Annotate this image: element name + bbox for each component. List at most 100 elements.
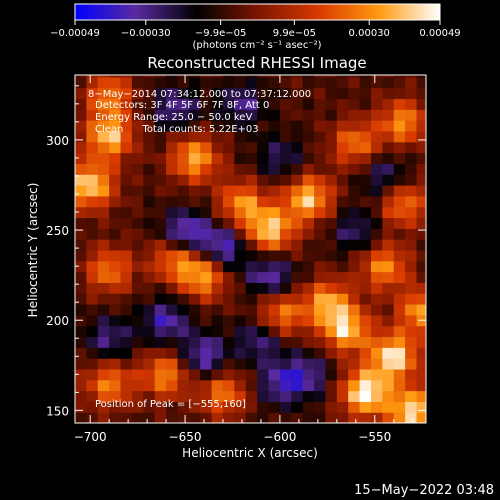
heatmap-cell [109,325,122,338]
heatmap-cell [382,412,395,423]
heatmap-cell [405,260,418,273]
heatmap-cell [416,293,426,305]
heatmap-cell [86,195,99,208]
heatmap-cell [143,303,156,316]
heatmap-cell [291,109,304,121]
heatmap-cell [211,87,224,100]
colorbar-units-label: (photons cm⁻² s⁻¹ asec⁻²) [192,40,321,51]
heatmap-cell [416,325,426,338]
heatmap-cell [405,76,418,89]
heatmap-cell [131,282,144,294]
heatmap-cell [200,217,213,229]
heatmap-cell [416,271,426,283]
heatmap-cell [177,141,190,154]
heatmap-cell [279,239,292,251]
heatmap-cell [359,109,372,121]
heatmap-cell [188,152,201,164]
heatmap-cell [188,379,201,392]
heatmap-cell [291,347,304,359]
heatmap-cell [234,75,247,78]
heatmap-cell [257,163,270,175]
heatmap-cell [336,130,349,143]
heatmap-cell [200,314,213,327]
heatmap-cell [370,336,383,348]
heatmap-cell [359,401,372,413]
heatmap-cell [86,336,99,348]
heatmap-cell [336,347,349,359]
heatmap-cell [131,336,144,348]
heatmap-cell [166,347,179,359]
heatmap-cell [348,325,361,338]
heatmap-cell [177,163,190,175]
heatmap-cell [109,293,122,305]
heatmap-cell [302,368,315,381]
heatmap-cell [325,75,338,78]
heatmap-cell [393,184,406,197]
heatmap-cell [268,195,281,208]
heatmap-cell [382,347,395,359]
heatmap-cell [222,412,235,423]
heatmap-cell [370,239,383,251]
heatmap-cell [75,217,87,229]
heatmap-cell [200,293,213,305]
heatmap-cell [382,282,395,294]
heatmap-cell [245,412,258,423]
heatmap-cell [200,174,213,186]
heatmap-cell [131,390,144,402]
heatmap-cell [97,336,110,348]
heatmap-cell [75,336,87,348]
heatmap-cell [86,293,99,305]
heatmap-cell [188,271,201,283]
heatmap-cell [405,282,418,294]
heatmap-cell [131,228,144,240]
heatmap-cell [188,98,201,110]
heatmap-cell [325,336,338,348]
heatmap-cell [75,75,87,78]
heatmap-cell [97,314,110,327]
heatmap-cell [359,368,372,381]
heatmap-cell [348,98,361,110]
heatmap-cell [245,239,258,251]
heatmap-cell [314,76,327,89]
heatmap-cell [416,260,426,273]
heatmap-cell [177,358,190,370]
heatmap-cell [302,130,315,143]
heatmap-cell [234,184,247,197]
heatmap-cell [359,120,372,132]
heatmap-cell [405,141,418,154]
heatmap-cell [302,303,315,316]
heatmap-cell [245,325,258,338]
heatmap-cell [370,379,383,392]
heatmap-cell [166,120,179,132]
heatmap-cell [393,174,406,186]
heatmap-cell [86,141,99,154]
heatmap-cell [166,152,179,164]
heatmap-cell [245,206,258,219]
heatmap-cell [291,76,304,89]
heatmap-cell [120,217,133,229]
heatmap-cell [211,174,224,186]
heatmap-cell [120,152,133,164]
heatmap-cell [302,206,315,219]
heatmap-cell [314,87,327,100]
heatmap-cell [393,206,406,219]
heatmap-cell [154,174,167,186]
heatmap-cell [143,314,156,327]
heatmap-cell [222,98,235,110]
heatmap-cell [382,303,395,316]
heatmap-cell [97,98,110,110]
heatmap-cell [120,336,133,348]
heatmap-cell [393,293,406,305]
heatmap-cell [405,249,418,262]
heatmap-cell [348,184,361,197]
heatmap-cell [154,76,167,89]
heatmap-cell [188,260,201,273]
heatmap-cell [314,120,327,132]
heatmap-cell [336,379,349,392]
heatmap-cell [109,239,122,251]
heatmap-cell [393,390,406,402]
heatmap-cell [143,130,156,143]
heatmap-cell [382,260,395,273]
heatmap-cell [370,109,383,121]
heatmap-cell [257,195,270,208]
